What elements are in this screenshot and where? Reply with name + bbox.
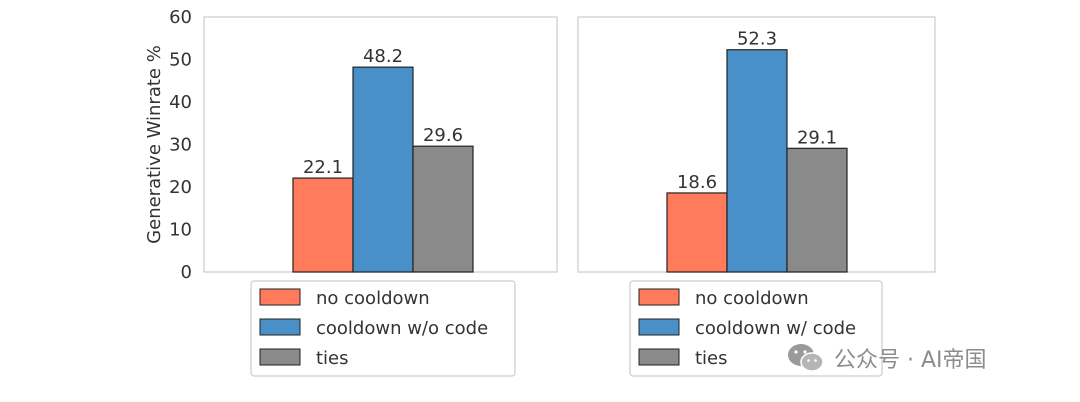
bar-no-cooldown [292, 177, 354, 273]
legend-swatch [259, 348, 301, 366]
wechat-icon [788, 344, 824, 372]
bar-cooldown-w-code [726, 49, 788, 273]
bar-no-cooldown [666, 192, 728, 273]
y-tick-label: 60 [169, 7, 192, 28]
legend-swatch [638, 288, 680, 306]
legend-label: ties [316, 348, 349, 369]
legend-swatch [638, 348, 680, 366]
legend-label: no cooldown [695, 288, 809, 309]
legend-box [629, 280, 883, 377]
legend-box [250, 280, 516, 377]
legend-label: ties [695, 348, 728, 369]
data-label: 29.1 [797, 127, 837, 148]
data-label: 52.3 [737, 29, 777, 50]
legend-swatch [638, 318, 680, 336]
y-tick-label: 30 [169, 135, 192, 156]
y-tick-label: 20 [169, 177, 192, 198]
data-label: 48.2 [363, 46, 403, 67]
legend-label: cooldown w/o code [316, 318, 488, 339]
data-label: 29.6 [423, 125, 463, 146]
bar-ties [786, 147, 848, 273]
y-tick-label: 50 [169, 50, 192, 71]
legend-label: cooldown w/ code [695, 318, 856, 339]
panel-2: 18.6 52.3 29.1 no cooldown cooldown w/ code t… [577, 16, 936, 377]
legend-label: no cooldown [316, 288, 430, 309]
y-tick-label: 0 [181, 262, 192, 283]
y-axis-label: Generative Winrate % [144, 45, 165, 244]
bar-cooldown-w-o-code [352, 66, 414, 273]
watermark: 公众号 · AI帝国 [786, 338, 987, 378]
y-tick-label: 10 [169, 220, 192, 241]
bar-ties [412, 145, 474, 273]
legend-swatch [259, 288, 301, 306]
legend-swatch [259, 318, 301, 336]
data-label: 18.6 [677, 172, 717, 193]
watermark-text: 公众号 · AI帝国 [834, 348, 987, 373]
data-label: 22.1 [303, 157, 343, 178]
y-tick-label: 40 [169, 92, 192, 113]
